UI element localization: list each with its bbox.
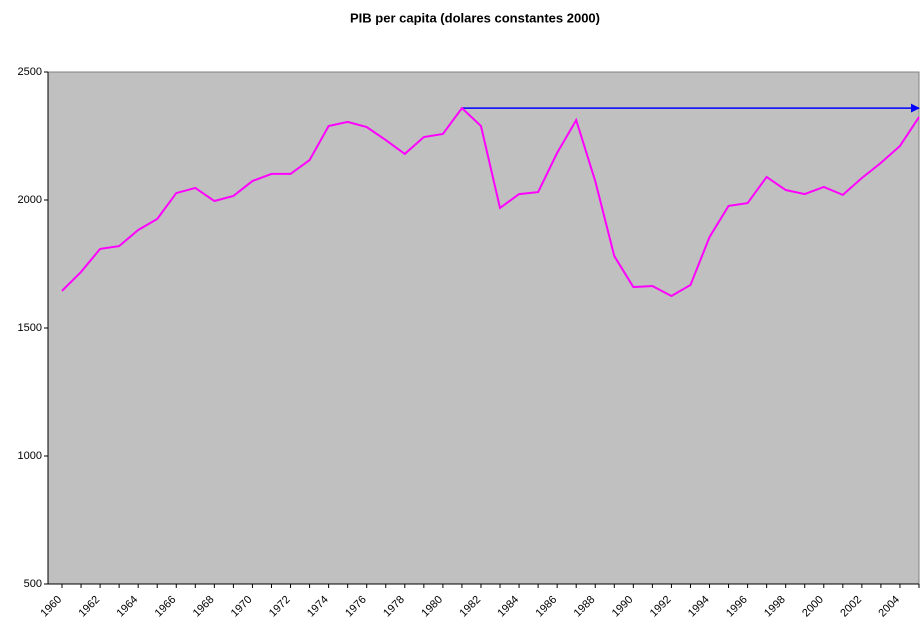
x-tick-label: 2002	[838, 594, 864, 620]
y-tick-label: 2000	[18, 194, 42, 206]
x-tick-label: 1982	[457, 594, 483, 620]
x-tick-label: 1978	[381, 594, 407, 620]
x-tick-label: 1992	[648, 594, 674, 620]
x-tick-label: 2004	[876, 594, 902, 620]
x-tick-label: 1970	[229, 594, 255, 620]
y-tick-label: 500	[24, 578, 42, 590]
y-tick-label: 1000	[18, 450, 42, 462]
x-tick-label: 1966	[153, 594, 179, 620]
x-tick-label: 1988	[572, 594, 598, 620]
x-tick-label: 1962	[76, 594, 102, 620]
x-tick-label: 1974	[305, 594, 331, 620]
chart-title: PIB per capita (dolares constantes 2000)	[350, 10, 600, 25]
data-line	[61, 106, 920, 298]
x-tick-label: 1990	[610, 594, 636, 620]
x-tick-label: 1972	[267, 594, 293, 620]
x-tick-label: 1964	[115, 594, 141, 620]
x-tick-label: 2000	[800, 594, 826, 620]
y-tick-label: 1500	[18, 322, 42, 334]
x-tick-label: 1986	[534, 594, 560, 620]
x-tick-label: 1998	[762, 594, 788, 620]
x-tick-label: 1968	[191, 594, 217, 620]
y-tick-label: 2500	[18, 66, 42, 78]
x-tick-label: 1960	[38, 594, 64, 620]
x-tick-label: 1976	[343, 594, 369, 620]
x-tick-label: 1980	[419, 594, 445, 620]
x-tick-label: 1994	[686, 594, 712, 620]
x-tick-label: 1996	[724, 594, 750, 620]
x-tick-label: 1984	[495, 594, 521, 620]
plot-area	[47, 71, 920, 585]
